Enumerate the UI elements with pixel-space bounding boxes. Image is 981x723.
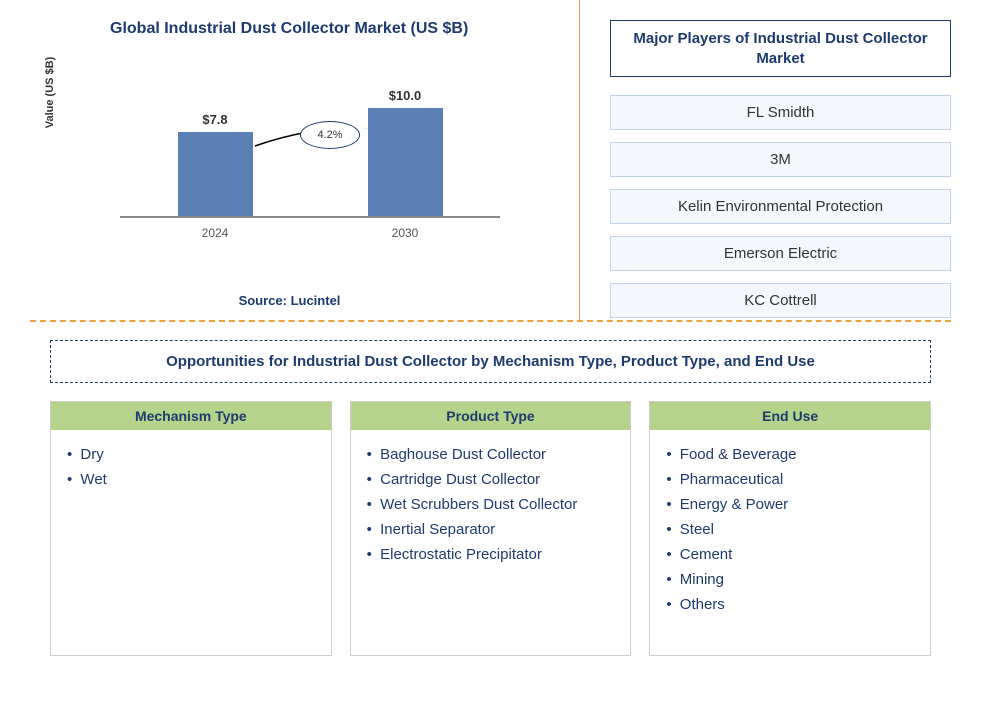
players-title: Major Players of Industrial Dust Collect…	[610, 20, 951, 77]
list-item: • Inertial Separator	[367, 517, 615, 542]
opportunity-column: End Use• Food & Beverage• Pharmaceutical…	[649, 401, 931, 656]
opportunities-title: Opportunities for Industrial Dust Collec…	[50, 340, 931, 383]
column-body: • Food & Beverage• Pharmaceutical• Energ…	[650, 430, 930, 655]
bullet-icon: •	[367, 521, 372, 538]
list-item: • Mining	[666, 567, 914, 592]
top-section: Global Industrial Dust Collector Market …	[0, 0, 981, 320]
list-item: • Pharmaceutical	[666, 467, 914, 492]
column-header: End Use	[650, 402, 930, 430]
list-item: • Electrostatic Precipitator	[367, 542, 615, 567]
bullet-icon: •	[666, 471, 671, 488]
bullet-icon: •	[666, 446, 671, 463]
list-item-text: Cartridge Dust Collector	[376, 471, 540, 488]
list-item-text: Wet Scrubbers Dust Collector	[376, 496, 577, 513]
list-item-text: Food & Beverage	[676, 446, 797, 463]
list-item: • Others	[666, 592, 914, 617]
bar-value-label: $10.0	[389, 88, 422, 103]
bullet-icon: •	[666, 596, 671, 613]
source-label: Source: Lucintel	[0, 293, 579, 308]
list-item: • Energy & Power	[666, 492, 914, 517]
player-item: 3M	[610, 142, 951, 177]
column-header: Mechanism Type	[51, 402, 331, 430]
list-item-text: Inertial Separator	[376, 521, 495, 538]
list-item: • Cartridge Dust Collector	[367, 467, 615, 492]
opportunity-column: Product Type• Baghouse Dust Collector• C…	[350, 401, 632, 656]
list-item: • Dry	[67, 442, 315, 467]
list-item: • Cement	[666, 542, 914, 567]
list-item-text: Wet	[76, 471, 107, 488]
list-item-text: Steel	[676, 521, 714, 538]
list-item-text: Electrostatic Precipitator	[376, 546, 542, 563]
chart-panel: Global Industrial Dust Collector Market …	[0, 0, 580, 320]
bar	[178, 132, 253, 217]
list-item: • Baghouse Dust Collector	[367, 442, 615, 467]
list-item-text: Pharmaceutical	[676, 471, 784, 488]
chart-title: Global Industrial Dust Collector Market …	[110, 20, 549, 38]
bullet-icon: •	[367, 471, 372, 488]
list-item-text: Mining	[676, 571, 724, 588]
list-item: • Food & Beverage	[666, 442, 914, 467]
bullet-icon: •	[367, 496, 372, 513]
player-item: Kelin Environmental Protection	[610, 189, 951, 224]
opportunity-column: Mechanism Type• Dry• Wet	[50, 401, 332, 656]
bullet-icon: •	[666, 496, 671, 513]
list-item-text: Others	[676, 596, 725, 613]
bar-group: $10.0	[368, 108, 443, 216]
bullet-icon: •	[666, 521, 671, 538]
column-header: Product Type	[351, 402, 631, 430]
bullet-icon: •	[666, 571, 671, 588]
list-item-text: Dry	[76, 446, 104, 463]
x-tick-label: 2030	[392, 226, 419, 240]
bars-container: $7.8 $10.0	[120, 88, 500, 218]
bullet-icon: •	[67, 471, 72, 488]
list-item: • Wet	[67, 467, 315, 492]
list-item-text: Cement	[676, 546, 733, 563]
players-list: FL Smidth 3M Kelin Environmental Protectio…	[610, 95, 951, 318]
x-tick-label: 2024	[202, 226, 229, 240]
list-item: • Wet Scrubbers Dust Collector	[367, 492, 615, 517]
x-axis-labels: 2024 2030	[120, 226, 500, 240]
bullet-icon: •	[67, 446, 72, 463]
bullet-icon: •	[666, 546, 671, 563]
opportunity-columns: Mechanism Type• Dry• WetProduct Type• Ba…	[50, 401, 931, 656]
bullet-icon: •	[367, 546, 372, 563]
list-item: • Steel	[666, 517, 914, 542]
column-body: • Dry• Wet	[51, 430, 331, 655]
bullet-icon: •	[367, 446, 372, 463]
player-item: Emerson Electric	[610, 236, 951, 271]
opportunities-section: Opportunities for Industrial Dust Collec…	[0, 322, 981, 674]
bar	[368, 108, 443, 216]
column-body: • Baghouse Dust Collector• Cartridge Dus…	[351, 430, 631, 655]
players-panel: Major Players of Industrial Dust Collect…	[580, 0, 981, 320]
y-axis-label: Value (US $B)	[44, 57, 56, 129]
bar-chart: Value (US $B) 4.2% $7.8$10.0 20242030	[80, 68, 520, 248]
bar-value-label: $7.8	[202, 112, 227, 127]
player-item: KC Cottrell	[610, 283, 951, 318]
list-item-text: Energy & Power	[676, 496, 789, 513]
bar-group: $7.8	[178, 132, 253, 217]
player-item: FL Smidth	[610, 95, 951, 130]
list-item-text: Baghouse Dust Collector	[376, 446, 546, 463]
